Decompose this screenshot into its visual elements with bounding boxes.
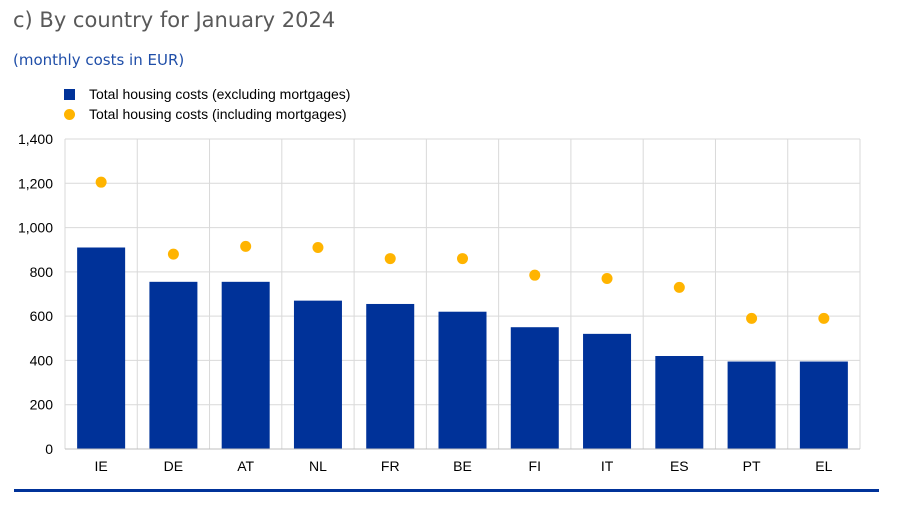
legend-dot-icon	[64, 108, 75, 120]
dot	[529, 269, 541, 281]
dot	[384, 253, 396, 265]
y-tick-label: 200	[30, 397, 54, 413]
dot	[457, 253, 468, 265]
dot	[818, 312, 830, 324]
x-tick-label: EL	[815, 458, 832, 474]
x-tick-label: ES	[670, 458, 689, 474]
dot	[746, 312, 758, 324]
dot	[95, 176, 107, 188]
legend-label-bar: Total housing costs (excluding mortgages…	[89, 86, 351, 102]
y-tick-label: 400	[30, 352, 54, 368]
bar	[799, 361, 848, 449]
bar	[221, 281, 270, 449]
x-tick-label: BE	[453, 458, 472, 474]
x-tick-label: FI	[529, 458, 541, 474]
y-tick-label: 1,000	[18, 220, 53, 236]
dot	[312, 242, 324, 253]
legend-square-icon	[64, 88, 75, 100]
bar	[510, 327, 559, 449]
dot	[167, 248, 179, 260]
chart-subtitle: (monthly costs in EUR)	[13, 51, 185, 69]
x-tick-label: AT	[237, 458, 254, 474]
dot	[240, 240, 252, 252]
bottom-rule	[14, 489, 879, 492]
x-tick-label: FR	[381, 458, 400, 474]
y-tick-label: 1,400	[18, 131, 53, 147]
y-tick-label: 600	[30, 308, 54, 324]
y-tick-label: 800	[30, 264, 54, 280]
bar	[77, 247, 126, 449]
bar	[293, 300, 342, 449]
x-tick-label: PT	[743, 458, 761, 474]
x-tick-label: IE	[95, 458, 108, 474]
bar	[655, 356, 704, 449]
bar	[438, 311, 487, 449]
bar	[366, 303, 415, 449]
x-tick-label: NL	[309, 458, 327, 474]
y-tick-label: 1,200	[18, 175, 53, 191]
legend-item-dot: Total housing costs (including mortgages…	[64, 104, 350, 124]
chart-title: c) By country for January 2024	[13, 8, 336, 32]
bar	[149, 281, 198, 449]
dot	[673, 281, 685, 293]
legend-label-dot: Total housing costs (including mortgages…	[89, 106, 347, 122]
legend: Total housing costs (excluding mortgages…	[64, 84, 350, 124]
bar	[727, 361, 776, 449]
x-tick-label: IT	[601, 458, 614, 474]
dot	[601, 273, 613, 284]
y-tick-label: 0	[45, 441, 53, 457]
bar	[583, 333, 632, 449]
x-tick-label: DE	[164, 458, 183, 474]
legend-item-bar: Total housing costs (excluding mortgages…	[64, 84, 350, 104]
